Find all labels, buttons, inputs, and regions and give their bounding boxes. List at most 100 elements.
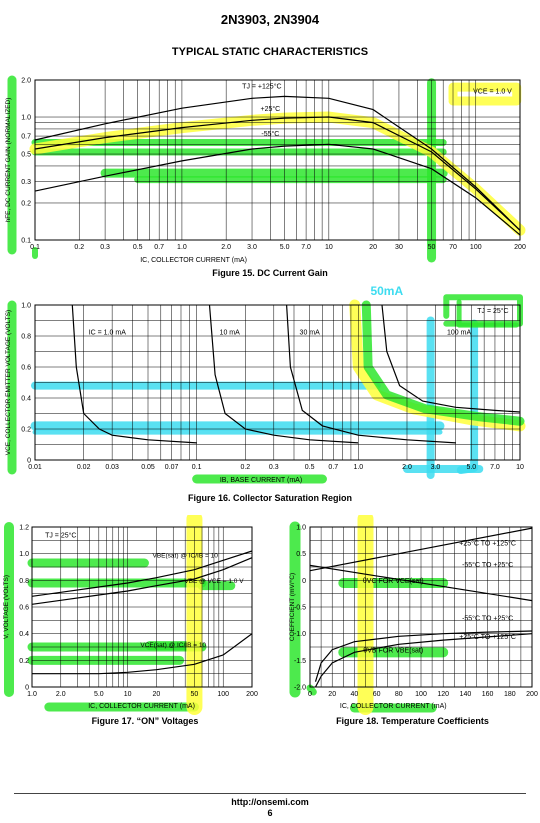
figure-15-chart: 0.1 0.2 0.3 0.5 0.7 1.0 2.0 3.0 5.0 7.0 10 20 30 50 70… <box>5 75 526 264</box>
fig18-y-tick-label: -2.0 <box>294 685 306 692</box>
fig15-x-tick-label: 0.3 <box>100 244 110 251</box>
fig17-x-tick-label: 100 <box>217 691 229 698</box>
fig15-x-tick-label: 70 <box>449 244 457 251</box>
fig18-y-tick-label: 0 <box>302 578 306 585</box>
figure-18-caption: Figure 18. Temperature Coefficients <box>336 716 489 726</box>
fig15-y-tick-label: 0.1 <box>21 238 31 245</box>
fig15-x-tick-label: 0.2 <box>74 244 84 251</box>
figure-16-chart: 0.01 0.02 0.03 0.05 0.07 0.1 0.2 0.3 0.5 0.7 1.0 2.… <box>5 285 526 484</box>
fig17-series-2 <box>32 633 253 675</box>
fig17-y-tick-label: 0 <box>25 685 29 692</box>
fig18-x-tick-label: 120 <box>437 691 449 698</box>
fig17-y-axis-title: V, VOLTAGE (VOLTS) <box>3 575 10 639</box>
fig16-y-axis-title: VCE, COLLECTOR EMITTER VOLTAGE (VOLTS) <box>5 310 12 455</box>
fig17-y-tick-label: 0.8 <box>19 578 29 585</box>
fig16-x-tick-label: 0.07 <box>165 464 179 471</box>
fig15-x-tick-label: 0.7 <box>154 244 164 251</box>
section-title: TYPICAL STATIC CHARACTERISTICS <box>171 46 369 58</box>
fig15-x-tick-label: 0.5 <box>133 244 143 251</box>
fig18-x-tick-label: 40 <box>351 691 359 698</box>
fig15-annotation: -55°C <box>261 130 279 138</box>
fig18-y-axis-title: COEFFICIENT (mV/°C) <box>288 573 296 641</box>
fig16-x-tick-label: 0.3 <box>269 464 279 471</box>
fig16-series-2 <box>286 304 456 444</box>
fig18-annotation: -55°C TO +25°C <box>462 561 513 569</box>
fig17-x-tick-label: 20 <box>152 691 160 698</box>
fig16-x-tick-label: 0.05 <box>141 464 155 471</box>
fig16-y-tick-label: 0.2 <box>21 427 31 434</box>
fig16-x-axis-title: IB, BASE CURRENT (mA) <box>220 477 302 484</box>
fig17-x-tick-label: 10 <box>124 691 132 698</box>
fig16-x-tick-label: 0.01 <box>28 464 42 471</box>
figure-17-caption: Figure 17. “ON” Voltages <box>91 716 199 726</box>
fig17-x-tick-label: 5.0 <box>94 691 104 698</box>
fig15-x-axis-title: IC, COLLECTOR CURRENT (mA) <box>140 257 247 264</box>
fig15-y-tick-label: 2.0 <box>21 78 31 85</box>
fig16-x-tick-label: 10 <box>516 464 524 471</box>
fig15-x-tick-label: 0.1 <box>30 244 40 251</box>
fig15-x-tick-label: 2.0 <box>221 244 231 251</box>
fig15-series-2 <box>34 143 521 236</box>
fig17-annotation: VBE @ VCE = 1.0 V <box>184 578 244 585</box>
fig15-y-tick-label: 1.0 <box>21 115 31 122</box>
fig16-legend-series: 100 mA <box>447 329 471 336</box>
fig18-x-tick-label: 160 <box>482 691 494 698</box>
fig16-y-tick-label: 0.8 <box>21 334 31 341</box>
page-title: 2N3903, 2N3904 <box>220 12 320 27</box>
fig17-y-tick-label: 0.4 <box>19 631 29 638</box>
fig18-x-tick-label: 80 <box>395 691 403 698</box>
fig18-annotation: θVC FOR VCE(sat) <box>363 578 424 585</box>
fig18-y-tick-label: -1.0 <box>294 631 306 638</box>
figure-15-caption: Figure 15. DC Current Gain <box>212 268 328 278</box>
fig18-x-tick-label: 140 <box>460 691 472 698</box>
fig16-y-tick-label: 1.0 <box>21 303 31 310</box>
fig17-annotation: VCE(sat) @ IC/IB = 10 <box>140 642 206 649</box>
fig16-y-tick-label: 0 <box>27 458 31 465</box>
fig15-x-tick-label: 50 <box>428 244 436 251</box>
fig15-x-tick-label: 7.0 <box>301 244 311 251</box>
fig16-x-tick-label: 2.0 <box>402 464 412 471</box>
fig15-y-tick-label: 0.2 <box>21 200 31 207</box>
fig18-x-tick-label: 60 <box>373 691 381 698</box>
fig16-highlight-green-curve <box>361 300 525 426</box>
footer-divider <box>14 793 526 794</box>
fig16-plot-frame <box>34 304 521 461</box>
fig16-x-tick-label: 0.02 <box>77 464 91 471</box>
fig16-x-tick-label: 0.1 <box>192 464 202 471</box>
fig16-highlight-cyan-vertical <box>456 319 479 474</box>
fig18-annotation: +25°C TO +125°C <box>459 633 516 641</box>
fig16-x-tick-label: 5.0 <box>466 464 476 471</box>
fig18-x-tick-label: 200 <box>526 691 538 698</box>
fig18-annotation: θVB FOR VBE(sat) <box>363 647 423 654</box>
fig15-series-1 <box>34 116 521 231</box>
fig15-x-tick-label: 1.0 <box>177 244 187 251</box>
figure-16-caption: Figure 16. Collector Saturation Region <box>187 493 353 503</box>
fig16-series-3 <box>381 304 521 413</box>
fig15-annotation: TJ = +125°C <box>242 83 281 91</box>
fig17-x-tick-label: 200 <box>246 691 258 698</box>
fig17-series-1 <box>31 557 253 605</box>
fig16-highlight-green-box <box>456 299 519 328</box>
fig17-y-tick-label: 0.2 <box>19 658 29 665</box>
fig18-x-axis-title: IC, COLLECTOR CURRENT (mA) <box>340 703 447 710</box>
fig18-y-tick-label: 1.0 <box>296 525 306 532</box>
fig15-y-tick-label: 0.3 <box>21 179 31 186</box>
fig16-legend-series: IC = 1.0 mA <box>89 329 126 336</box>
fig17-series-0 <box>31 550 253 597</box>
fig18-annotation: -55°C TO +25°C <box>462 614 513 622</box>
fig18-series-0 <box>309 527 533 572</box>
page-number: 6 <box>267 808 273 818</box>
fig18-y-tick-label: -1.5 <box>294 658 306 665</box>
fig15-x-tick-label: 30 <box>395 244 403 251</box>
fig16-x-tick-label: 0.2 <box>240 464 250 471</box>
fig15-x-tick-label: 3.0 <box>247 244 257 251</box>
fig16-annotation-50ma: 50mA <box>370 285 403 298</box>
figure-17-chart: 1.0 2.0 5.0 10 20 50 100 200 0 0.2 0.4 0.6 0.8 1.0 1.2… <box>3 515 258 715</box>
fig16-x-tick-label: 1.0 <box>353 464 363 471</box>
fig15-series-0 <box>34 95 521 231</box>
fig17-annotation: TJ = 25°C <box>45 532 76 540</box>
fig17-y-tick-label: 1.2 <box>19 525 29 532</box>
footer-url[interactable]: http://onsemi.com <box>231 797 309 807</box>
fig17-y-tick-label: 1.0 <box>19 551 29 558</box>
fig18-highlight-green-axis <box>306 684 317 696</box>
